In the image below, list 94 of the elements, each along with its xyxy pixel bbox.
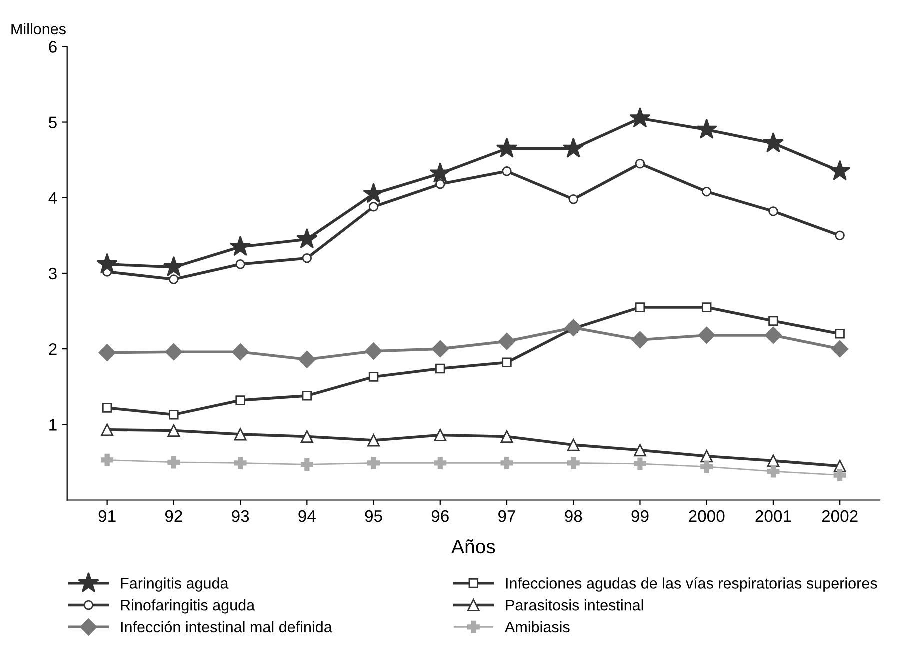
legend-label: Rinofaringitis aguda xyxy=(121,600,256,614)
point xyxy=(168,456,180,469)
point xyxy=(500,430,514,443)
point xyxy=(568,194,578,204)
point xyxy=(500,456,514,470)
point xyxy=(767,465,780,478)
point xyxy=(302,253,312,264)
point xyxy=(834,469,846,482)
point xyxy=(700,450,714,463)
point xyxy=(300,458,314,471)
legend-label: Amibiasis xyxy=(505,621,570,633)
point xyxy=(168,424,180,437)
point xyxy=(296,228,318,249)
x-tick-label: 97 xyxy=(498,510,516,522)
point xyxy=(365,342,382,360)
point xyxy=(430,162,451,183)
point xyxy=(234,428,247,441)
point xyxy=(98,344,116,362)
point xyxy=(567,438,580,452)
point xyxy=(762,132,784,153)
point xyxy=(632,331,649,349)
x-tick-label: 95 xyxy=(365,510,382,522)
point xyxy=(696,118,718,139)
point xyxy=(169,274,179,284)
y-tick-label: 3 xyxy=(48,268,57,280)
point xyxy=(101,454,114,466)
x-tick-label: 2001 xyxy=(756,510,792,522)
point xyxy=(101,424,114,436)
point xyxy=(835,329,845,339)
point xyxy=(768,316,778,326)
point xyxy=(635,302,646,312)
point xyxy=(630,107,651,128)
legend-label: Infecciones agudas de las vías respiratorias superiores xyxy=(506,578,878,592)
point xyxy=(96,253,118,274)
point xyxy=(169,410,179,420)
point xyxy=(368,372,379,382)
point xyxy=(565,319,582,336)
point xyxy=(764,326,782,344)
point xyxy=(368,434,380,447)
legend-label: Faringitis aguda xyxy=(121,578,229,592)
y-tick-label: 5 xyxy=(49,116,57,128)
point xyxy=(165,344,182,361)
x-tick-label: 93 xyxy=(232,510,250,522)
y-tick-label: 4 xyxy=(48,192,58,204)
point xyxy=(702,302,712,312)
point xyxy=(234,456,247,470)
point xyxy=(634,458,646,470)
point xyxy=(700,460,714,474)
x-axis-title: Años xyxy=(452,540,496,554)
point xyxy=(363,182,384,204)
point xyxy=(302,391,312,401)
point xyxy=(232,344,250,361)
point xyxy=(563,138,584,158)
point xyxy=(829,160,851,181)
legend-label: Infección intestinal mal definida xyxy=(121,621,332,633)
point xyxy=(498,332,516,350)
x-tick-label: 91 xyxy=(98,510,116,522)
point xyxy=(298,351,316,368)
point xyxy=(835,230,845,241)
point xyxy=(300,430,314,443)
point xyxy=(502,166,512,176)
point xyxy=(635,159,646,169)
point xyxy=(236,260,246,270)
point xyxy=(230,236,252,256)
point xyxy=(436,179,446,190)
x-tick-label: 2000 xyxy=(689,510,725,522)
point xyxy=(368,456,380,470)
y-tick-label: 1 xyxy=(50,419,57,431)
y-axis-title: Millones xyxy=(12,23,66,35)
point xyxy=(768,206,778,216)
x-tick-label: 92 xyxy=(165,510,182,522)
point xyxy=(434,456,447,470)
x-tick-label: 96 xyxy=(432,510,449,522)
y-tick-label: 2 xyxy=(49,343,57,356)
legend-label: Parasitosis intestinal xyxy=(506,600,644,611)
point xyxy=(634,444,646,457)
point xyxy=(832,340,849,358)
x-tick-label: 98 xyxy=(565,510,582,522)
point xyxy=(102,403,112,413)
point xyxy=(496,138,518,158)
point xyxy=(368,202,379,212)
point xyxy=(436,364,446,374)
point xyxy=(702,186,712,197)
point xyxy=(567,456,580,470)
x-tick-label: 2002 xyxy=(822,510,858,522)
point xyxy=(502,358,512,368)
point xyxy=(236,396,246,406)
point xyxy=(434,428,447,442)
y-tick-label: 6 xyxy=(49,41,57,53)
point xyxy=(767,454,780,468)
x-tick-label: 94 xyxy=(298,510,316,522)
point xyxy=(698,326,716,344)
x-tick-label: 99 xyxy=(632,510,649,522)
point xyxy=(432,340,449,358)
